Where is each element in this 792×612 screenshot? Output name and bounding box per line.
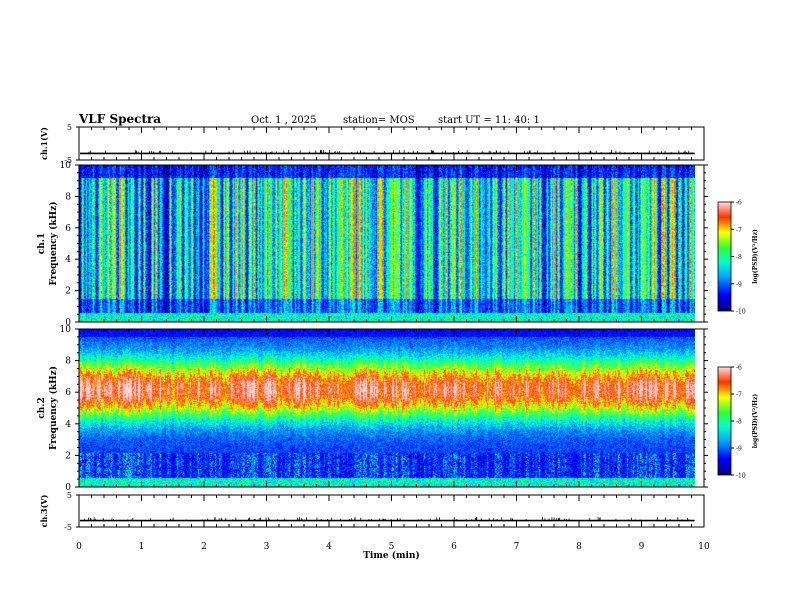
header-start-time: start UT = 11: 40: 1 [438, 115, 540, 126]
y-tick-label: -5 [64, 523, 72, 532]
x-tick-label: 3 [264, 542, 270, 552]
y-tick-label: 2 [65, 451, 71, 461]
channel-3-waveform-ylabel: ch.3(V) [39, 494, 49, 527]
y-tick-label: 5 [67, 491, 72, 500]
header-date: Oct. 1 , 2025 [251, 115, 317, 126]
channel-1-spectrogram-colorbar-label: log(PSD)(V²/Hz) [752, 229, 759, 284]
x-tick-label: 5 [389, 542, 395, 552]
channel-1-waveform-ylabel: ch.1(V) [39, 127, 49, 160]
y-tick-label: 0 [65, 318, 71, 328]
colorbar-tick-label: -10 [736, 309, 746, 316]
y-tick-label: 2 [65, 287, 71, 297]
colorbar-tick-label: -6 [736, 365, 742, 372]
channel-2-spectrogram-ylabel-channel: ch.2 [37, 397, 47, 418]
colorbar-tick-label: -6 [736, 200, 742, 207]
colorbar-tick-label: -9 [736, 281, 742, 288]
channel-1-spectrogram-ylabel-frequency: Frequency (kHz) [48, 201, 59, 285]
x-tick-label: 7 [514, 542, 520, 552]
y-tick-label: 10 [60, 325, 72, 335]
chart-title: VLF Spectra [79, 112, 162, 126]
channel-1-spectrogram-image [79, 165, 695, 322]
channel-2-spectrogram-image [79, 329, 695, 487]
colorbar-tick-label: -9 [736, 446, 742, 453]
x-tick-label: 9 [639, 542, 645, 552]
y-tick-label: 4 [65, 420, 71, 430]
y-tick-label: 4 [65, 255, 71, 265]
x-tick-label: 8 [576, 542, 582, 552]
y-tick-label: 5 [67, 123, 72, 132]
x-tick-label: 10 [698, 542, 710, 552]
x-tick-label: 4 [326, 542, 332, 552]
header-station: station= MOS [343, 115, 415, 126]
x-axis-label: Time (min) [363, 550, 420, 561]
y-tick-label: 10 [60, 161, 72, 171]
x-tick-label: 1 [139, 542, 145, 552]
channel-2-spectrogram-colorbar [717, 366, 732, 476]
y-tick-label: 6 [65, 388, 71, 398]
channel-2-spectrogram-colorbar-label: log(PSD)(V²/Hz) [752, 394, 759, 449]
channel-2-spectrogram-ylabel-frequency: Frequency (kHz) [48, 366, 59, 450]
y-tick-label: -5 [64, 156, 72, 165]
colorbar-tick-label: -7 [736, 227, 742, 234]
y-tick-label: 0 [65, 483, 71, 493]
colorbar-tick-label: -7 [736, 392, 742, 399]
x-tick-label: 2 [201, 542, 207, 552]
y-tick-label: 6 [65, 224, 71, 234]
colorbar-tick-label: -8 [736, 419, 742, 426]
y-tick-label: 8 [65, 192, 71, 202]
y-tick-label: 8 [65, 357, 71, 367]
x-tick-label: 6 [451, 542, 457, 552]
colorbar-tick-label: -8 [736, 254, 742, 261]
colorbar-tick-label: -10 [736, 473, 746, 480]
channel-1-spectrogram-colorbar [717, 201, 732, 312]
x-tick-label: 0 [76, 542, 82, 552]
channel-1-spectrogram-ylabel-channel: ch.1 [37, 233, 47, 254]
